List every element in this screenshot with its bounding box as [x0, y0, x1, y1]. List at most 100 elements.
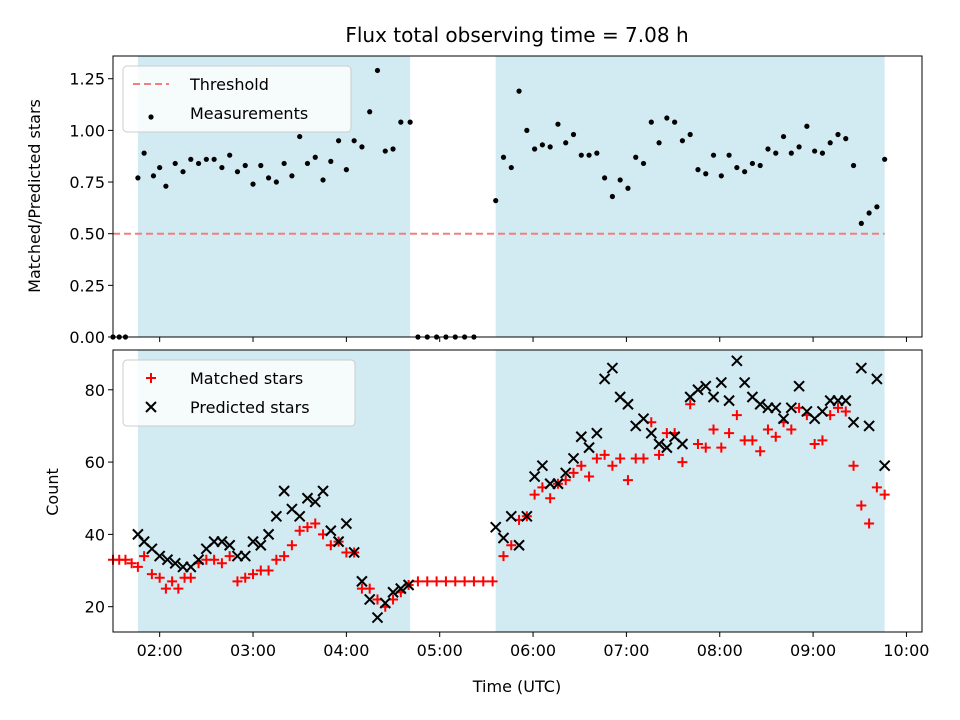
top-y-tick-label-3: 0.75: [69, 173, 105, 192]
predicted-stars-point-62: [692, 384, 704, 396]
measurements-point-6: [157, 164, 163, 171]
measurements-point-63: [625, 185, 631, 191]
matched-stars-point-79: [724, 428, 735, 439]
matched-stars-point-93: [832, 402, 843, 413]
measurements-point-86: [804, 123, 810, 129]
matched-stars-point-63: [599, 449, 610, 460]
predicted-stars-point-18: [270, 510, 283, 523]
matched-stars-point-45: [450, 576, 461, 587]
predicted-stars-point-82: [847, 416, 860, 429]
predicted-stars-point-68: [738, 376, 751, 389]
predicted-stars-point-74: [785, 402, 798, 414]
matched-stars-point-90: [809, 439, 820, 449]
x-axis-label: Time (UTC): [472, 677, 561, 696]
measurements-point-13: [211, 156, 217, 162]
matched-stars-point-99: [879, 489, 890, 500]
matched-stars-point-87: [786, 424, 797, 435]
top-y-tick-label-0: 0.00: [69, 328, 105, 347]
bottom-legend: Matched stars Predicted stars: [122, 359, 356, 427]
bottom-observing-window-1: [495, 350, 885, 632]
matched-stars-point-61: [584, 471, 595, 482]
matched-stars-point-91: [817, 435, 828, 446]
measurements-point-31: [351, 138, 357, 144]
predicted-stars-point-78: [816, 405, 829, 418]
predicted-stars-point-53: [622, 398, 634, 410]
matched-stars-point-50: [498, 551, 509, 562]
measurements-point-14: [219, 164, 225, 171]
matched-stars-point-12: [185, 572, 196, 583]
measurements-point-38: [407, 119, 413, 125]
predicted-stars-point-35: [402, 579, 415, 591]
top-y-axis-label: Matched/Predicted stars: [25, 99, 44, 293]
legend-marker-matched-stars: [146, 373, 156, 383]
measurements-point-21: [273, 179, 279, 185]
matched-stars-point-28: [310, 518, 321, 529]
matched-stars-point-83: [755, 446, 766, 457]
bottom-panel-counts: 20 40 60 80 02:00 03:00 04:00 05:00 06:00 07:00 08…: [85, 349, 929, 660]
predicted-stars-point-30: [363, 593, 376, 606]
measurements-point-57: [578, 152, 584, 158]
measurements-point-94: [866, 210, 872, 216]
matched-stars-point-54: [529, 489, 540, 500]
matched-stars-point-56: [545, 493, 556, 504]
measurements-point-4: [141, 150, 147, 156]
measurements-point-75: [718, 173, 724, 179]
measurements-point-83: [780, 133, 787, 140]
predicted-stars-point-58: [661, 441, 673, 454]
predicted-stars-point-5: [169, 557, 181, 570]
predicted-stars-point-66: [723, 394, 735, 407]
measurements-point-85: [796, 144, 802, 150]
matched-stars-point-46: [459, 576, 470, 587]
measurements-point-60: [602, 175, 608, 181]
measurements-point-7: [163, 183, 169, 189]
measurements-point-72: [695, 167, 701, 173]
matched-stars-point-85: [770, 431, 781, 442]
matched-stars-point-43: [431, 576, 442, 587]
matched-stars-point-35: [364, 583, 375, 594]
top-legend: Threshold Measurements: [122, 65, 352, 133]
matched-stars-point-73: [677, 457, 688, 468]
measurements-point-74: [710, 152, 717, 158]
matched-stars-point-3: [126, 558, 137, 569]
predicted-stars-point-46: [567, 452, 580, 465]
legend-label-predicted-stars: Predicted stars: [190, 398, 310, 417]
predicted-stars-point-8: [192, 553, 205, 566]
measurements-point-19: [258, 162, 264, 169]
measurements-point-66: [648, 119, 654, 125]
measurements-point-20: [265, 175, 272, 181]
matched-stars-point-70: [654, 449, 665, 460]
measurements-point-55: [563, 140, 569, 146]
bottom-axes-frame: [112, 349, 923, 633]
measurements-point-69: [672, 119, 678, 125]
measurements-point-47: [500, 154, 507, 160]
predicted-stars-point-14: [239, 550, 251, 562]
bottom-y-axis-label: Count: [43, 468, 62, 516]
matched-stars-point-64: [607, 460, 618, 471]
matched-stars-point-98: [871, 482, 882, 493]
legend-marker-predicted-stars: [145, 401, 157, 413]
x-tick-label-6: 08:00: [697, 641, 743, 660]
matched-stars-point-59: [568, 467, 579, 478]
predicted-stars-point-26: [332, 535, 345, 548]
measurements-point-3: [135, 175, 141, 181]
predicted-stars-point-28: [348, 546, 360, 559]
matched-stars-point-16: [216, 558, 227, 569]
measurements-point-73: [703, 171, 709, 177]
measurements-point-18: [250, 181, 256, 187]
matched-stars-point-6: [146, 569, 157, 580]
matched-stars-point-60: [576, 460, 587, 471]
bottom-y-tick-label-3: 80: [85, 381, 105, 400]
measurements-point-80: [757, 162, 763, 169]
measurements-point-34: [374, 67, 381, 74]
matched-stars-point-49: [487, 576, 498, 587]
predicted-stars-point-67: [731, 355, 743, 367]
predicted-stars-point-25: [325, 525, 337, 537]
predicted-stars-point-56: [645, 427, 658, 439]
predicted-stars-point-21: [293, 510, 306, 523]
predicted-stars-point-64: [707, 391, 720, 403]
measurements-point-27: [320, 177, 326, 183]
matched-stars-point-17: [224, 551, 235, 562]
matched-stars-point-77: [708, 424, 719, 435]
predicted-stars-point-63: [700, 380, 712, 392]
predicted-stars-point-23: [309, 496, 321, 508]
